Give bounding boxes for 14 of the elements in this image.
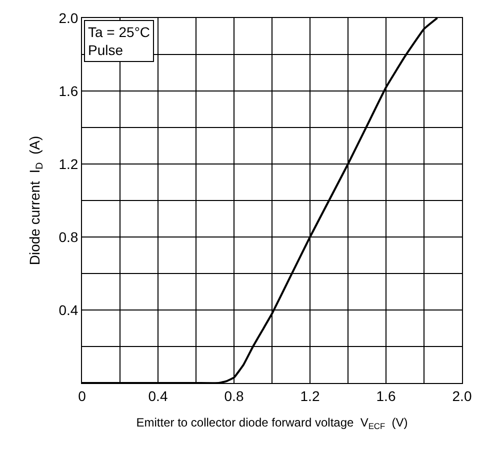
x-tick-label: 0.8: [224, 388, 244, 404]
x-axis-title: Emitter to collector diode forward voltage V$_{ECF}$ (V): [136, 416, 408, 432]
text: 2.0: [452, 388, 472, 404]
y-tick-label: 1.6: [58, 82, 78, 99]
x-tick-label: 1.2: [300, 388, 320, 404]
annotation: Pulse: [88, 42, 124, 58]
x-tick-label: 0: [78, 388, 86, 404]
x-tick-label: 1.6: [376, 388, 396, 404]
y-tick-label: 1.2: [58, 156, 78, 172]
annotation: Ta = 25°C: [88, 24, 150, 40]
y-tick-label: 0.4: [58, 302, 78, 318]
y-tick-label: 2.0: [58, 10, 78, 26]
y-tick-label: 0.8: [58, 228, 78, 245]
x-tick-label: 0.4: [148, 388, 168, 404]
